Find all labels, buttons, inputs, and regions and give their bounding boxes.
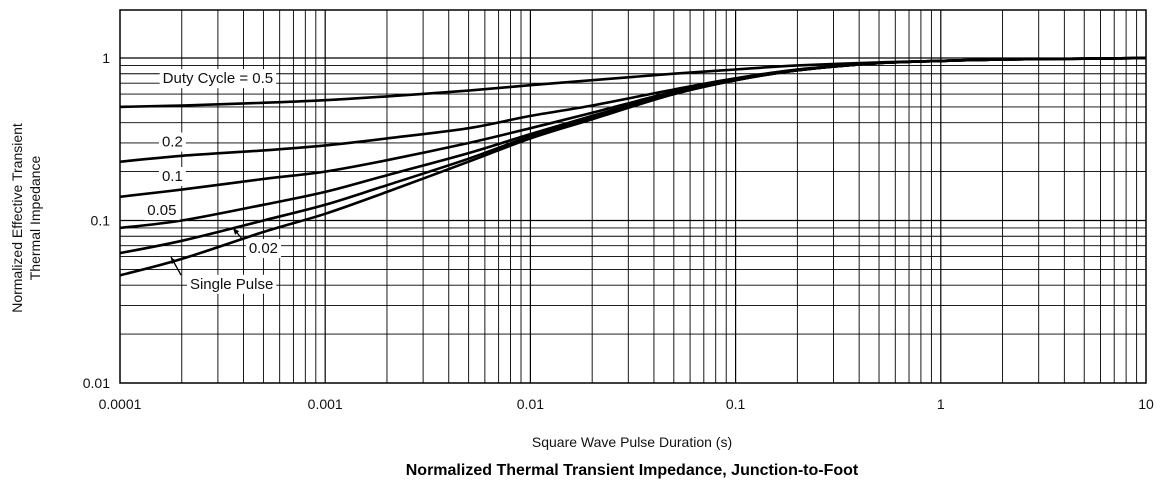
grid-lines (120, 10, 1146, 383)
curve-annotation-3: 0.05 (147, 202, 176, 219)
x-tick-label: 0.001 (308, 396, 343, 412)
annotation-background (186, 274, 277, 294)
curve-annotation-2: 0.1 (162, 168, 183, 185)
chart-title: Normalized Thermal Transient Impedance, … (406, 462, 859, 479)
y-tick-label: 0.01 (83, 375, 110, 391)
curve-annotation-1: 0.2 (162, 134, 183, 151)
x-tick-label: 0.0001 (99, 396, 142, 412)
y-tick-labels: 0.01 0.1 1 (83, 50, 110, 391)
y-axis-label-line1: Normalized Effective Transient (9, 123, 25, 313)
annotation-background (158, 132, 186, 152)
x-tick-label: 10 (1138, 396, 1154, 412)
annotation-background (144, 201, 180, 221)
curve-annotation-0: Duty Cycle = 0.5 (163, 70, 273, 87)
annotation-background (159, 69, 277, 89)
annotation-background (245, 239, 282, 259)
curve-annotations: Duty Cycle = 0.5 0.2 0.1 0.05 0.02 Single Pul… (144, 69, 282, 294)
x-tick-label: 0.1 (726, 396, 746, 412)
y-tick-label: 0.1 (91, 213, 111, 229)
leader-arrow-0-02-head (233, 228, 240, 235)
annotation-background (158, 167, 186, 187)
x-tick-labels: 0.0001 0.001 0.01 0.1 1 10 (99, 396, 1154, 412)
x-tick-label: 1 (937, 396, 945, 412)
leader-arrow-single-pulse-head (171, 257, 177, 264)
series-curve-5 (119, 56, 1147, 277)
plot-frame (119, 9, 1147, 384)
x-tick-label: 0.01 (517, 396, 544, 412)
curve-annotation-5: Single Pulse (190, 276, 273, 293)
x-axis-label: Square Wave Pulse Duration (s) (532, 434, 732, 450)
curve-annotation-4: 0.02 (249, 240, 278, 257)
y-tick-label: 1 (102, 50, 110, 66)
y-axis-label-line2: Thermal Impedance (27, 156, 43, 281)
series-curves (119, 56, 1147, 277)
